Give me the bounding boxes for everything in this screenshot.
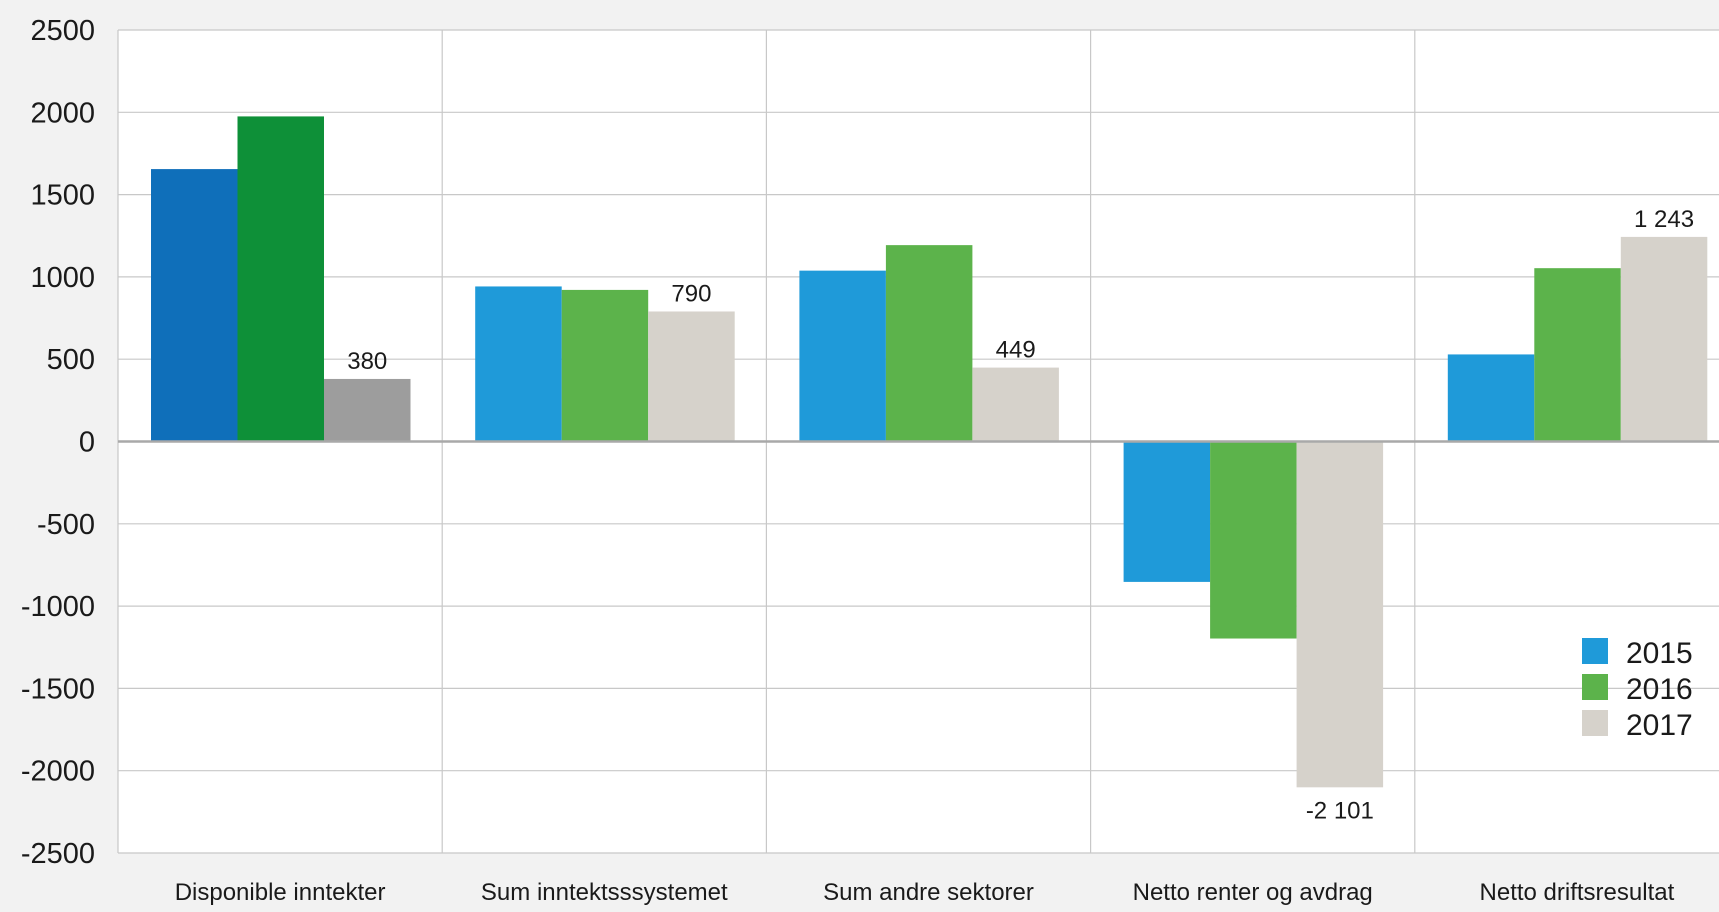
bar-2015-1 (475, 286, 562, 442)
bar-2015-4 (1447, 354, 1535, 442)
data-label: 449 (996, 337, 1036, 364)
legend-swatch-2015 (1582, 638, 1608, 664)
x-tick-label: Sum inntektsssystemet (481, 879, 728, 906)
bars-layer (151, 116, 1708, 788)
y-tick-label: 1000 (30, 262, 95, 294)
bar-2016-0 (237, 116, 324, 442)
data-label: 790 (671, 280, 711, 307)
y-tick-label: -1500 (21, 673, 95, 705)
data-labels-layer: 380 790 449 -2 101 1 243 (347, 206, 1694, 824)
y-tick-label: 2500 (30, 15, 95, 47)
bar-2015-2 (799, 270, 886, 442)
y-tick-label: 0 (79, 427, 95, 459)
bar-2016-4 (1534, 268, 1621, 442)
bar-2016-2 (885, 245, 973, 442)
data-label: 380 (347, 348, 387, 375)
bar-2017-4 (1620, 236, 1708, 442)
y-tick-label: -1000 (21, 591, 95, 623)
x-tick-label: Disponible inntekter (175, 879, 386, 906)
bar-2017-0 (324, 378, 411, 442)
x-axis-ticks: Disponible inntekter Sum inntektsssysteme… (175, 879, 1675, 906)
y-tick-label: 2000 (30, 97, 95, 129)
legend-label-2015: 2015 (1626, 637, 1693, 670)
bar-2017-1 (648, 311, 735, 442)
x-tick-label: Netto driftsresultat (1480, 879, 1675, 906)
data-label: -2 101 (1306, 797, 1374, 824)
bar-2015-3 (1123, 441, 1211, 582)
legend-swatch-2016 (1582, 674, 1608, 700)
bar-2016-3 (1210, 441, 1297, 639)
y-tick-label: 1500 (30, 180, 95, 212)
y-tick-label: -2000 (21, 756, 95, 788)
bar-2015-0 (151, 169, 238, 442)
x-tick-label: Sum andre sektorer (823, 879, 1034, 906)
legend-label-2016: 2016 (1626, 673, 1693, 706)
y-tick-label: -500 (37, 509, 95, 541)
bar-2017-2 (972, 367, 1059, 442)
data-label: 1 243 (1634, 206, 1694, 233)
x-tick-label: Netto renter og avdrag (1133, 879, 1373, 906)
y-tick-label: -2500 (21, 838, 95, 870)
y-tick-label: 500 (47, 344, 95, 376)
bar-2017-3 (1296, 441, 1384, 788)
legend-swatch-2017 (1582, 710, 1608, 736)
legend-label-2017: 2017 (1626, 709, 1693, 742)
y-axis-ticks: 2500 2000 1500 1000 500 0 -500 -1000 -1500 -2000 -… (21, 15, 95, 870)
bar-2016-1 (561, 289, 649, 442)
